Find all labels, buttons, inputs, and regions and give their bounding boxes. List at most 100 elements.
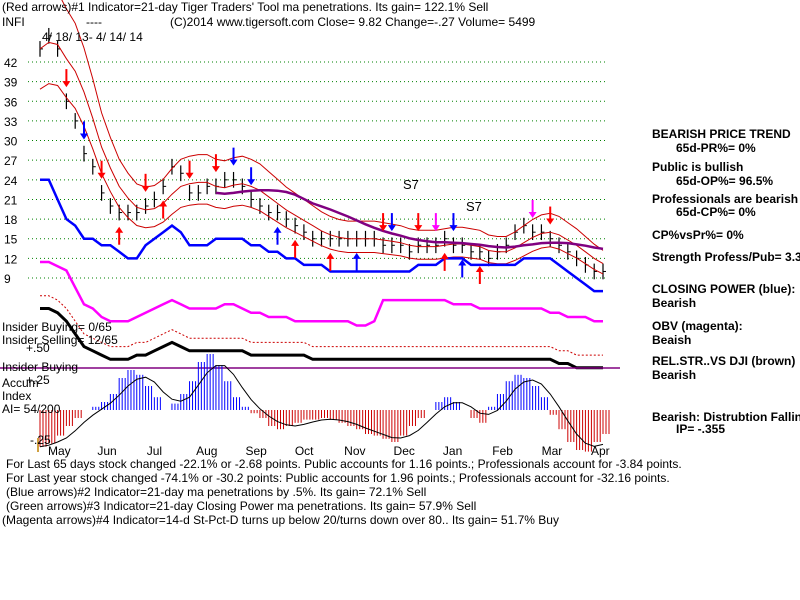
red-arrowhead-icon <box>62 81 71 88</box>
public-status: Public is bullish <box>652 160 744 174</box>
month-tick-label: Apr <box>591 444 610 458</box>
closing-power-label: CLOSING POWER (blue): <box>652 282 796 296</box>
upper-band-line <box>61 0 604 251</box>
red-arrowhead-icon <box>185 172 194 179</box>
month-tick-label: Nov <box>344 444 365 458</box>
obv-label: OBV (magenta): <box>652 319 743 333</box>
index-label: Index <box>2 389 32 403</box>
relstr-label: REL.STR..VS DJI (brown) <box>652 354 796 368</box>
red-arrowhead-icon <box>326 252 335 259</box>
lower-band-line <box>39 83 604 275</box>
blue-arrowhead-icon <box>352 252 361 259</box>
footer-line1: For Last 65 days stock changed -22.1% or… <box>6 457 682 471</box>
price-gridlines <box>28 61 605 279</box>
red-arrowhead-icon <box>211 166 220 173</box>
moving-average-line <box>39 41 604 265</box>
footer-line5: (Magenta arrows)#4 Indicator=14-d St-Pct… <box>2 513 559 527</box>
pros-status: Professionals are bearish <box>652 192 799 206</box>
month-tick-label: Dec <box>394 444 415 458</box>
price-tick-label: 39 <box>4 76 18 90</box>
footer-line2: For Last year stock changed -74.1% or -3… <box>6 471 670 485</box>
series-layer <box>0 0 620 370</box>
obv-line <box>40 260 603 327</box>
closing-power-value: Bearish <box>652 296 697 310</box>
red-arrowhead-icon <box>115 226 124 233</box>
red-arrowhead-icon <box>159 200 168 207</box>
header-dashes: ---- <box>86 15 102 29</box>
red-arrowhead-icon <box>141 185 150 192</box>
month-tick-label: Jan <box>443 444 462 458</box>
red-arrowhead-icon <box>546 218 555 225</box>
footer-line3: (Blue arrows)#2 Indicator=21-day ma pene… <box>6 485 427 499</box>
obv-value: Beaish <box>652 333 692 347</box>
month-tick-label: Aug <box>196 444 217 458</box>
accum-ma-line <box>39 365 604 448</box>
price-tick-label: 12 <box>4 252 18 266</box>
blue-arrowhead-icon <box>449 225 458 232</box>
red-arrowhead-icon <box>475 266 484 272</box>
magenta-arrowhead-icon <box>528 212 537 218</box>
insider-buying-label: Insider Buying= 0/65 <box>2 320 112 334</box>
blue-arrowhead-icon <box>273 226 282 233</box>
red-arrowhead-icon <box>379 225 388 232</box>
month-tick-label: Jun <box>97 444 116 458</box>
red-arrowhead-icon <box>97 172 106 179</box>
price-tick-label: 33 <box>4 115 18 129</box>
accum-label: Accum <box>2 376 39 390</box>
trend-title: BEARISH PRICE TREND <box>652 127 791 141</box>
red-arrowhead-icon <box>440 252 449 259</box>
blue-arrowhead-icon <box>247 179 256 186</box>
month-tick-label: Mar <box>542 444 563 458</box>
distribution-label: Bearish: Distrubtion Falling <box>652 410 800 424</box>
relstr-line <box>40 307 603 370</box>
red-arrowhead-icon <box>291 239 300 246</box>
price-tick-label: 9 <box>4 272 11 286</box>
price-tick-label: 36 <box>4 95 18 109</box>
strength-ratio: Strength Profess/Pub= 3.3 <box>652 250 800 264</box>
insider-buying-line-label: Insider Buying <box>2 360 79 374</box>
accum-tick-label: +.50 <box>26 341 50 355</box>
ip-value: IP= -.355 <box>676 422 726 436</box>
cp-value: 65d-CP%= 0% <box>676 205 756 219</box>
month-tick-label: Sep <box>245 444 267 458</box>
price-tick-label: 42 <box>4 56 18 70</box>
price-tick-label: 15 <box>4 233 18 247</box>
blue-arrowhead-icon <box>229 159 238 166</box>
month-tick-label: Jul <box>147 444 162 458</box>
magenta-arrowhead-icon <box>431 225 440 232</box>
accum-index-histogram <box>37 354 610 452</box>
signal-arrows <box>62 69 555 284</box>
relstr-ma-line <box>40 295 603 356</box>
price-tick-label: 24 <box>4 174 18 188</box>
insider-selling-label: Insider Selling= 12/65 <box>2 333 118 347</box>
header-line2: (C)2014 www.tigersoft.com Close= 9.82 Ch… <box>170 15 536 29</box>
price-tick-label: 18 <box>4 213 18 227</box>
cp-vs-pr: CP%vsPr%= 0% <box>652 228 744 242</box>
long-ma-line <box>215 189 604 251</box>
pr-value: 65d-PR%= 0% <box>676 141 756 155</box>
annotation-s7-1: S7 <box>403 177 419 192</box>
ai-label: AI= 54/200 <box>2 402 61 416</box>
header-line1: (Red arrows)#1 Indicator=21-day Tiger Tr… <box>2 0 489 14</box>
closing-power-line <box>40 178 603 293</box>
accum-tick-label: -.25 <box>30 433 51 447</box>
price-tick-label: 27 <box>4 154 18 168</box>
blue-arrowhead-icon <box>458 259 467 266</box>
footer-line4: (Green arrows)#3 Indicator=21-day Closin… <box>6 499 477 513</box>
ticker: INFI <box>2 15 25 29</box>
month-tick-label: May <box>48 444 71 458</box>
month-tick-label: Oct <box>295 444 314 458</box>
accum-tick-label: +.25 <box>26 373 50 387</box>
month-tick-label: Feb <box>492 444 513 458</box>
blue-arrowhead-icon <box>387 225 396 232</box>
price-tick-label: 30 <box>4 135 18 149</box>
red-arrowhead-icon <box>414 225 423 232</box>
date-range: 4/ 18/ 13- 4/ 14/ 14 <box>42 30 143 44</box>
op-value: 65d-OP%= 96.5% <box>676 174 774 188</box>
blue-arrowhead-icon <box>79 133 88 140</box>
price-tick-label: 21 <box>4 193 18 207</box>
annotation-s7-2: S7 <box>466 199 482 214</box>
relstr-value: Bearish <box>652 368 697 382</box>
